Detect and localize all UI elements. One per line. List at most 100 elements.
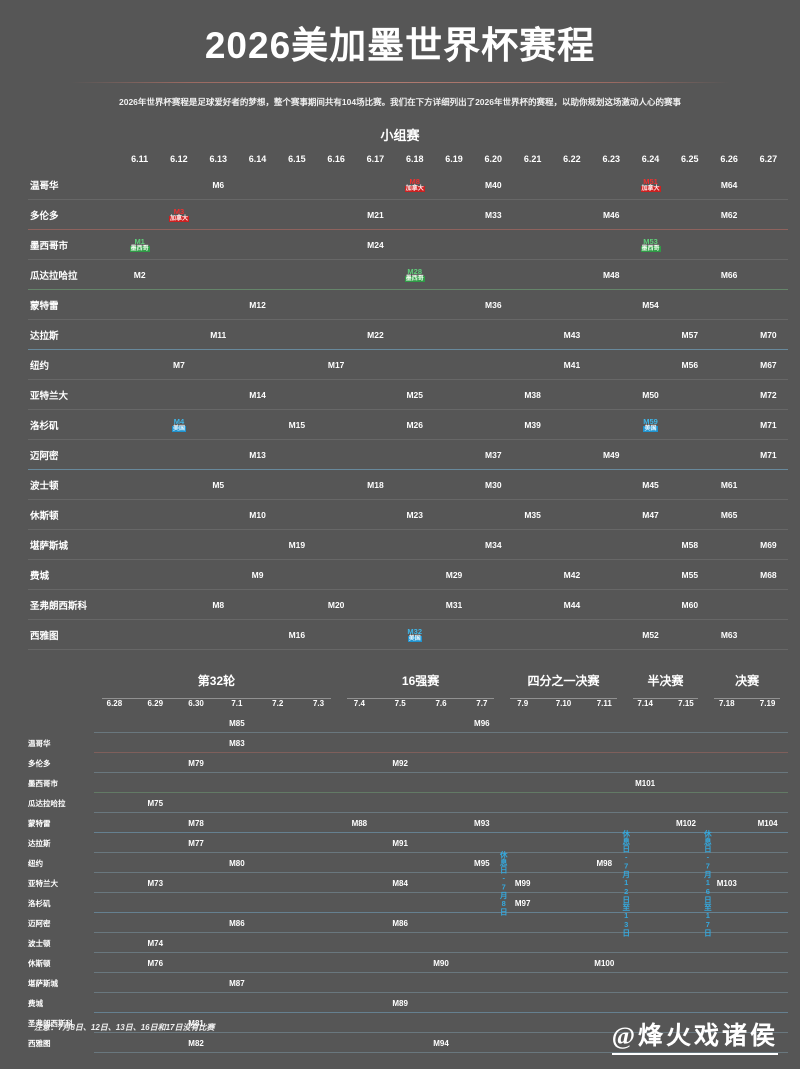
match-cell-M56[interactable]: M56 <box>681 359 699 370</box>
match-badge-M51[interactable]: M51 加拿大 <box>631 170 670 199</box>
match-badge-M3[interactable]: M3 加拿大 <box>159 200 198 229</box>
match-cell-M15[interactable]: M15 <box>288 419 306 430</box>
match-cell-M78[interactable]: M78 <box>188 818 204 828</box>
match-cell-M103[interactable]: M103 <box>716 878 737 888</box>
match-cell-M52[interactable]: M52 <box>642 629 659 640</box>
match-cell-M100[interactable]: M100 <box>594 958 615 968</box>
match-cell-M83[interactable]: M83 <box>229 738 245 748</box>
match-cell-M36[interactable]: M36 <box>485 299 502 310</box>
match-cell-M68[interactable]: M68 <box>760 569 777 580</box>
match-cell-M13[interactable]: M13 <box>249 449 266 460</box>
match-cell-M23[interactable]: M23 <box>406 509 423 520</box>
match-cell-M17[interactable]: M17 <box>327 359 345 370</box>
match-cell-M60[interactable]: M60 <box>681 599 699 610</box>
match-cell-M33[interactable]: M33 <box>485 209 502 220</box>
match-badge-M59[interactable]: M59 美国 <box>631 410 670 439</box>
match-cell-M90[interactable]: M90 <box>433 958 449 968</box>
match-cell-M47[interactable]: M47 <box>642 509 659 520</box>
match-cell-M14[interactable]: M14 <box>249 389 266 400</box>
match-cell-M55[interactable]: M55 <box>681 569 699 580</box>
match-cell-M63[interactable]: M63 <box>720 629 738 640</box>
match-cell-M31[interactable]: M31 <box>445 599 463 610</box>
match-cell-M57[interactable]: M57 <box>681 329 699 340</box>
match-cell-M92[interactable]: M92 <box>392 758 408 768</box>
match-cell-M98[interactable]: M98 <box>596 858 613 868</box>
match-cell-M70[interactable]: M70 <box>760 329 777 340</box>
match-cell-M66[interactable]: M66 <box>720 269 738 280</box>
match-cell-M48[interactable]: M48 <box>602 269 620 280</box>
match-cell-M34[interactable]: M34 <box>485 539 502 550</box>
match-cell-M88[interactable]: M88 <box>351 818 368 828</box>
match-cell-M22[interactable]: M22 <box>367 329 384 340</box>
match-cell-M58[interactable]: M58 <box>681 539 699 550</box>
match-badge-M28[interactable]: M28 墨西哥 <box>395 260 434 289</box>
match-cell-M72[interactable]: M72 <box>760 389 777 400</box>
match-cell-M38[interactable]: M38 <box>524 389 541 400</box>
match-cell-M79[interactable]: M79 <box>188 758 204 768</box>
match-cell-M61[interactable]: M61 <box>720 479 738 490</box>
match-cell-M10[interactable]: M10 <box>249 509 266 520</box>
match-cell-M64[interactable]: M64 <box>720 179 738 190</box>
match-cell-M87[interactable]: M87 <box>229 978 245 988</box>
match-cell-M30[interactable]: M30 <box>485 479 502 490</box>
match-cell-M86[interactable]: M86 <box>229 918 245 928</box>
match-cell-M21[interactable]: M21 <box>367 209 384 220</box>
match-cell-M101[interactable]: M101 <box>635 778 656 788</box>
match-cell-M76[interactable]: M76 <box>147 958 164 968</box>
match-cell-M2[interactable]: M2 <box>133 269 146 280</box>
match-cell-M84[interactable]: M84 <box>392 878 408 888</box>
match-cell-M93[interactable]: M93 <box>474 818 490 828</box>
match-cell-M29[interactable]: M29 <box>445 569 463 580</box>
match-badge-M32[interactable]: M32 美国 <box>395 620 434 649</box>
match-cell-M104[interactable]: M104 <box>757 818 778 828</box>
match-cell-M54[interactable]: M54 <box>642 299 659 310</box>
match-cell-M86[interactable]: M86 <box>392 918 408 928</box>
match-cell-M5[interactable]: M5 <box>212 479 225 490</box>
match-cell-M9[interactable]: M9 <box>251 569 264 580</box>
match-cell-M71[interactable]: M71 <box>760 449 777 460</box>
match-cell-M12[interactable]: M12 <box>249 299 266 310</box>
match-cell-M35[interactable]: M35 <box>524 509 541 520</box>
match-cell-M42[interactable]: M42 <box>563 569 581 580</box>
match-cell-M41[interactable]: M41 <box>563 359 581 370</box>
match-cell-M43[interactable]: M43 <box>563 329 581 340</box>
match-badge-M1[interactable]: M1 墨西哥 <box>120 230 159 259</box>
match-cell-M16[interactable]: M16 <box>288 629 306 640</box>
match-cell-M89[interactable]: M89 <box>392 998 408 1008</box>
match-cell-M39[interactable]: M39 <box>524 419 541 430</box>
match-cell-M97[interactable]: M97 <box>514 898 531 908</box>
match-cell-M85[interactable]: M85 <box>229 718 245 728</box>
match-cell-M74[interactable]: M74 <box>147 938 164 948</box>
match-cell-M24[interactable]: M24 <box>367 239 384 250</box>
match-cell-M80[interactable]: M80 <box>229 858 245 868</box>
match-cell-M71[interactable]: M71 <box>760 419 777 430</box>
match-cell-M95[interactable]: M95 <box>474 858 490 868</box>
match-cell-M25[interactable]: M25 <box>406 389 423 400</box>
match-cell-M81[interactable]: M81 <box>188 1018 204 1028</box>
match-cell-M75[interactable]: M75 <box>147 798 164 808</box>
match-cell-M46[interactable]: M46 <box>602 209 620 220</box>
match-badge-M8[interactable]: M8 加拿大 <box>395 170 434 199</box>
match-cell-M67[interactable]: M67 <box>760 359 777 370</box>
match-cell-M99[interactable]: M99 <box>514 878 531 888</box>
match-cell-M49[interactable]: M49 <box>602 449 620 460</box>
match-cell-M44[interactable]: M44 <box>563 599 581 610</box>
match-cell-M7[interactable]: M7 <box>173 359 185 370</box>
match-cell-M20[interactable]: M20 <box>327 599 345 610</box>
match-cell-M94[interactable]: M94 <box>433 1038 449 1048</box>
match-cell-M18[interactable]: M18 <box>367 479 384 490</box>
match-cell-M91[interactable]: M91 <box>392 838 408 848</box>
match-cell-M62[interactable]: M62 <box>720 209 738 220</box>
match-cell-M11[interactable]: M11 <box>210 329 227 340</box>
match-cell-M6[interactable]: M6 <box>212 179 225 190</box>
match-cell-M37[interactable]: M37 <box>485 449 502 460</box>
match-cell-M19[interactable]: M19 <box>288 539 306 550</box>
match-badge-M53[interactable]: M53 墨西哥 <box>631 230 670 259</box>
match-badge-M4[interactable]: M4 美国 <box>159 410 198 439</box>
match-cell-M77[interactable]: M77 <box>188 838 204 848</box>
match-cell-M8[interactable]: M8 <box>212 599 225 610</box>
match-cell-M102[interactable]: M102 <box>675 818 696 828</box>
match-cell-M26[interactable]: M26 <box>406 419 423 430</box>
match-cell-M65[interactable]: M65 <box>720 509 738 520</box>
match-cell-M96[interactable]: M96 <box>474 718 490 728</box>
